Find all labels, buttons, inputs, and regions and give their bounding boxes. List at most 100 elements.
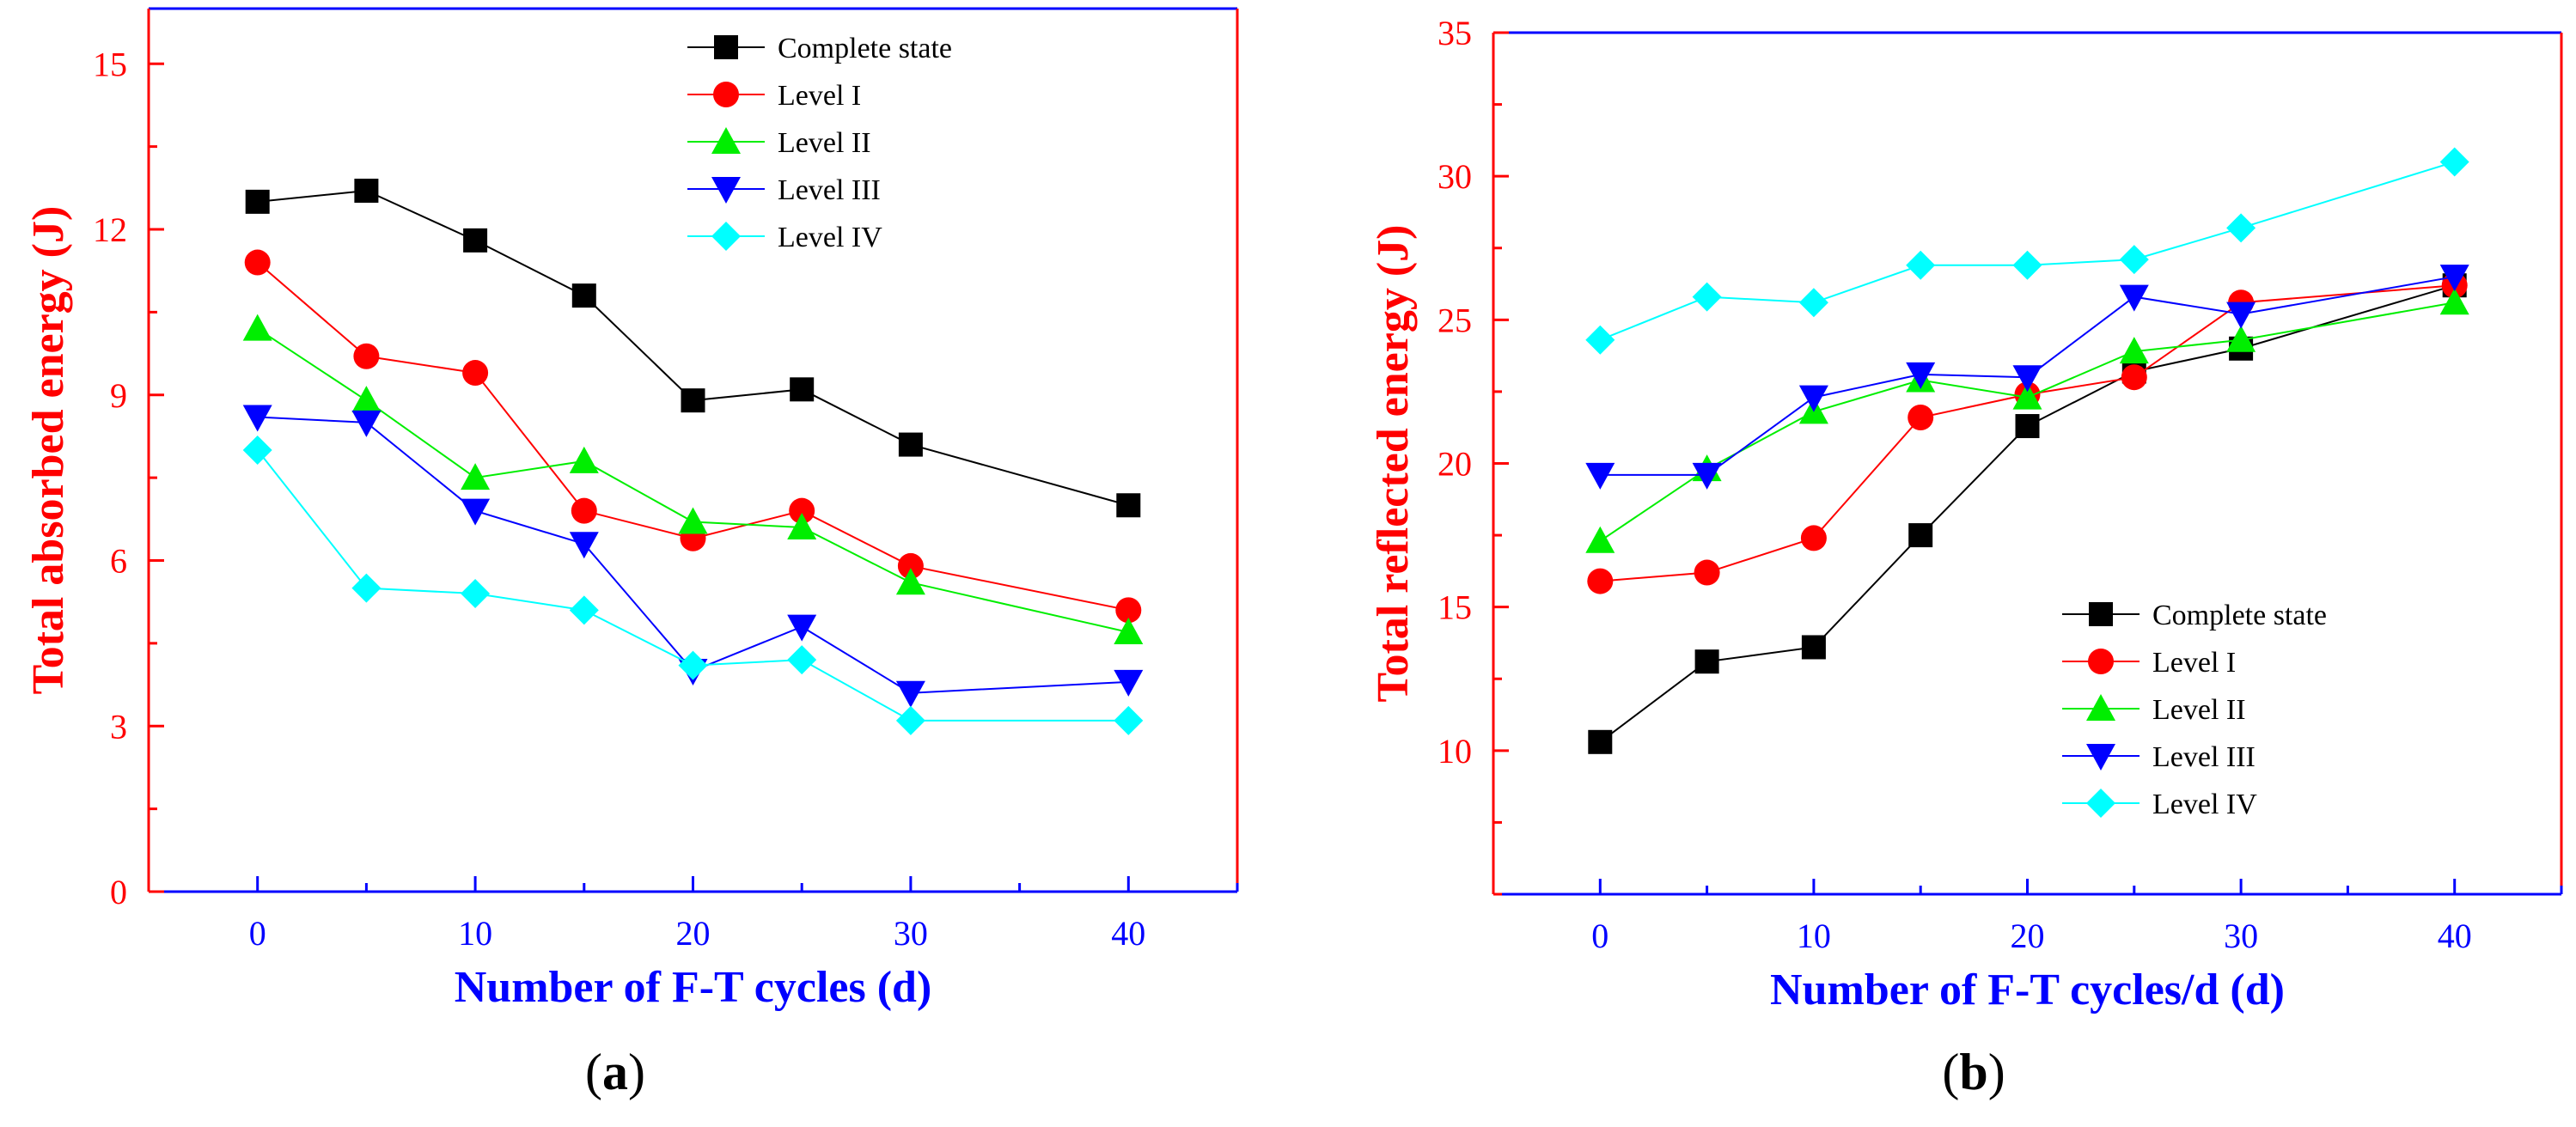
panel-a-series-line [257, 190, 1129, 507]
panel-b-data-point [2119, 337, 2149, 364]
panel-a-data-point [353, 343, 380, 369]
panel-a-label-close: ) [628, 1044, 645, 1100]
panel-b-y-tick-label: 15 [1438, 588, 1472, 627]
panel-a-data-point [790, 377, 815, 402]
panel-a-series-line [257, 327, 1129, 633]
panel-b-x-tick-label: 0 [1591, 917, 1608, 955]
panel-b-label-open: ( [1942, 1044, 1959, 1100]
panel-b-legend: Complete state Level I Level II Level III Le… [2062, 600, 2327, 820]
panel-b-data-point [1692, 462, 1722, 490]
panel-a-data-point [244, 249, 271, 276]
panel-a-data-point [351, 573, 382, 603]
panel-b-legend-label: Level II [2152, 694, 2246, 726]
panel-b-data-point [2439, 147, 2469, 177]
panel-b-y-tick-label: 30 [1438, 157, 1472, 196]
panel-b-data-point [1798, 385, 1828, 412]
panel-b-legend-marker [2088, 649, 2114, 674]
panel-b-data-point [2119, 245, 2149, 275]
panel-b-legend-marker [2086, 789, 2115, 818]
panel-b: 10 15 20 25 30 35 0 10 20 30 40 Number of F-T cycle… [1369, 14, 2563, 1100]
panel-a-series-4 [242, 405, 1144, 708]
panel-b-x-tick-label: 30 [2224, 917, 2258, 955]
panel-b-y-tick-label: 35 [1438, 14, 1472, 52]
panel-b-legend-label: Complete state [2152, 600, 2327, 631]
panel-b-data-point [2439, 288, 2469, 315]
panel-a-x-axis-title: Number of F-T cycles (d) [455, 963, 932, 1012]
panel-b-data-point [1587, 568, 1614, 594]
panel-b-data-point [1588, 729, 1613, 754]
panel-a-legend-marker [711, 177, 741, 204]
panel-a-data-point [462, 360, 489, 387]
panel-b-data-point [2012, 250, 2042, 280]
panel-a-legend-marker [714, 35, 738, 59]
panel-b-legend-label: Level I [2152, 647, 2236, 679]
panel-b-x-tick-label: 10 [1797, 917, 1831, 955]
panel-a-y-tick-label: 0 [110, 873, 127, 911]
panel-a-data-point [897, 552, 924, 579]
panel-a-series-5 [242, 436, 1144, 735]
panel-b-data-point [2226, 302, 2256, 329]
panel-a-data-point [461, 498, 491, 526]
panel-b-series-5 [1585, 147, 2469, 355]
panel-a-data-point [461, 463, 491, 490]
panel-a-data-point [678, 507, 708, 534]
panel-a-data-point [354, 179, 379, 204]
panel-b-data-point [1801, 635, 1826, 660]
panel-a-data-point [242, 314, 272, 341]
panel-a-legend-marker [713, 82, 739, 107]
panel-a-series-3 [242, 314, 1144, 645]
panel-a-data-point [245, 189, 270, 214]
panel-a-series-line [256, 449, 1129, 722]
panel-b-label-letter: b [1959, 1044, 1987, 1100]
panel-a-legend-label: Level I [778, 80, 861, 112]
panel-a-y-tick-label: 15 [93, 45, 127, 83]
panel-a-data-point [1116, 493, 1141, 518]
panel-b-data-point [1798, 288, 1828, 318]
panel-a-data-point [242, 436, 272, 465]
panel-b-series-1 [1588, 273, 2467, 754]
panel-a-x-tick-label: 30 [894, 914, 928, 953]
panel-b-y-tick-label: 20 [1438, 445, 1472, 484]
panel-b-series-4 [1585, 265, 2469, 490]
panel-a-data-point [895, 568, 925, 595]
panel-a-data-point [351, 410, 382, 437]
panel-b-y-tick-label: 25 [1438, 301, 1472, 339]
panel-b-data-point [2012, 365, 2042, 393]
panel-a-y-tick-label: 6 [110, 542, 127, 581]
panel-a-y-axis-title: Total absorbed energy (J) [24, 206, 73, 695]
panel-b-data-point [1906, 362, 1936, 389]
panel-a-data-point [787, 614, 817, 642]
panel-b-data-point [1800, 525, 1827, 551]
panel-a-label: (a) [585, 1044, 645, 1100]
panel-b-data-point [1585, 526, 1615, 553]
panel-a-legend-marker [711, 222, 741, 251]
panel-a-data-point [242, 405, 272, 432]
panel-b-data-point [2121, 364, 2147, 391]
panel-a-legend-label: Complete state [778, 33, 952, 64]
panel-a-data-point [1114, 669, 1144, 697]
panel-a-data-point [1115, 597, 1142, 624]
panel-b-y-axis-title: Total reflected energy (J) [1369, 225, 1418, 703]
panel-a-data-point [571, 497, 597, 524]
panel-a-data-point [681, 388, 705, 413]
panel-b-legend-label: Level IV [2152, 789, 2257, 820]
panel-a-data-point [569, 532, 599, 559]
panel-a-data-point [895, 680, 925, 708]
panel-b-data-point [1908, 405, 1934, 431]
panel-a-legend-label: Level IV [778, 222, 882, 253]
panel-a-data-point [787, 645, 817, 675]
panel-a-y-tick-label: 12 [93, 210, 127, 249]
panel-b-data-point [2012, 382, 2042, 410]
panel-b-y-tick-label: 10 [1438, 732, 1472, 771]
panel-b-data-point [1694, 559, 1720, 586]
panel-b-legend-marker [2086, 744, 2115, 771]
panel-b-data-point [1694, 649, 1719, 674]
panel-a-legend-label: Level III [778, 174, 881, 206]
panel-b-data-point [2226, 213, 2256, 243]
panel-b-legend-marker [2089, 602, 2113, 626]
panel-a-x-tick-label: 40 [1111, 914, 1145, 953]
panel-b-series-line [1599, 161, 2455, 341]
panel-b-data-point [2015, 414, 2040, 439]
panel-b-legend-label: Level III [2152, 741, 2256, 773]
